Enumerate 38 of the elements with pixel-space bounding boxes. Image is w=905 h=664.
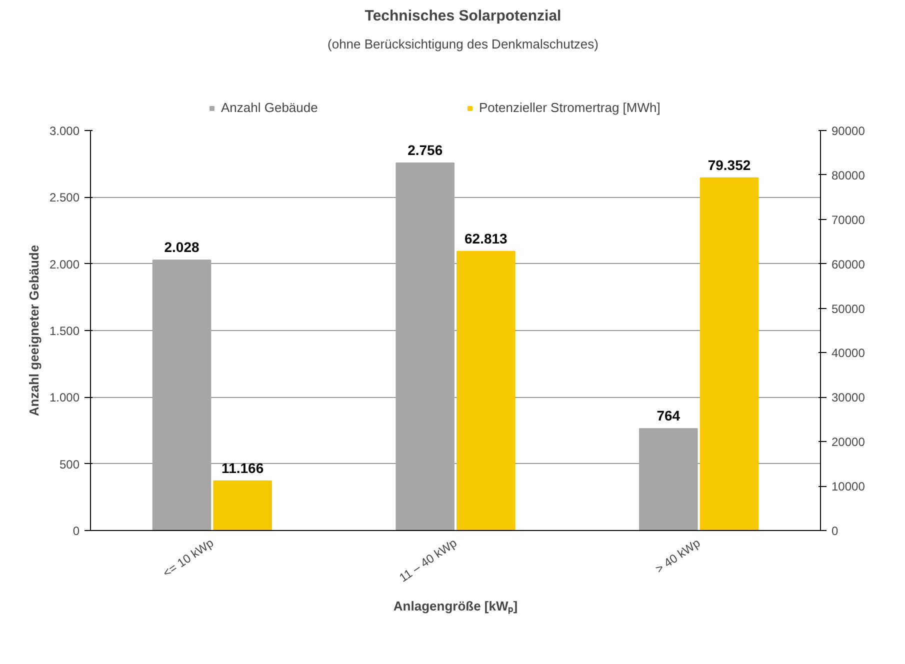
y-tick-label: 2.500 xyxy=(49,190,80,205)
data-label: 62.813 xyxy=(464,230,508,246)
y-tick-label: 0 xyxy=(72,524,80,538)
y2-tick-label: 50000 xyxy=(832,302,866,316)
y2-tick-label: 90000 xyxy=(832,124,866,138)
data-label: 79.352 xyxy=(708,156,751,173)
bar xyxy=(456,250,516,530)
y2-tick-label: 30000 xyxy=(832,390,866,405)
data-label: 2.756 xyxy=(408,142,443,158)
y2-tick-label: 60000 xyxy=(832,257,866,272)
y-tick-label: 1.000 xyxy=(49,390,80,405)
x-tick-label: > 40 kWp xyxy=(652,536,704,576)
y-axis-title: Anzahl geeigneter Gebäude xyxy=(26,244,42,416)
x-tick-label: <= 10 kWp xyxy=(160,536,216,580)
data-label: 2.028 xyxy=(164,239,200,256)
y2-tick-label: 10000 xyxy=(832,480,866,494)
y-tick-label: 3.000 xyxy=(49,124,80,138)
legend-label: Potenzieller Stromertrag [MWh] xyxy=(479,100,662,115)
chart-title: Technisches Solarpotenzial xyxy=(364,8,562,24)
bar xyxy=(213,480,272,530)
y2-tick-label: 20000 xyxy=(832,435,866,450)
bar xyxy=(700,177,759,530)
x-tick-label: 11 – 40 kWp xyxy=(396,536,460,585)
bar xyxy=(639,428,698,530)
x-axis-title: Anlagengröße [kWₚ] xyxy=(393,598,518,615)
y2-tick-label: 0 xyxy=(832,524,838,538)
y2-tick-label: 70000 xyxy=(832,212,866,227)
data-label: 764 xyxy=(656,408,680,424)
data-label: 11.166 xyxy=(222,460,264,476)
legend-label: Anzahl Gebäude xyxy=(221,100,319,115)
bar xyxy=(396,162,454,530)
y2-tick-label: 80000 xyxy=(832,168,866,182)
y-tick-label: 500 xyxy=(59,457,80,472)
y-tick-label: 1.500 xyxy=(49,324,80,338)
y-tick-label: 2.000 xyxy=(49,257,80,272)
bar xyxy=(152,260,212,530)
chart-subtitle: (ohne Berücksichtigung des Denkmalschutzes) xyxy=(328,36,598,52)
y2-tick-label: 40000 xyxy=(832,346,866,360)
